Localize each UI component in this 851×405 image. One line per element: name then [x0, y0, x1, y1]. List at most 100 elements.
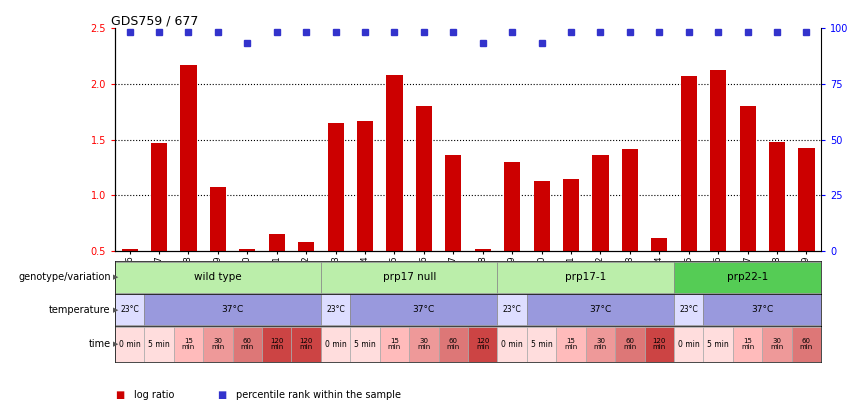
- Bar: [232, 327, 262, 362]
- Text: 23°C: 23°C: [326, 305, 345, 314]
- Text: prp22-1: prp22-1: [727, 273, 768, 282]
- Text: 37°C: 37°C: [751, 305, 774, 314]
- Bar: [174, 327, 203, 362]
- Bar: [769, 142, 785, 251]
- Bar: [527, 327, 557, 362]
- Bar: [733, 327, 762, 362]
- Bar: [357, 121, 373, 251]
- Text: 120
min: 120 min: [653, 338, 666, 350]
- Bar: [615, 327, 645, 362]
- Text: 120
min: 120 min: [300, 338, 313, 350]
- Text: 15
min: 15 min: [388, 338, 401, 350]
- Bar: [321, 294, 351, 325]
- Text: percentile rank within the sample: percentile rank within the sample: [236, 390, 401, 400]
- Text: temperature: temperature: [49, 305, 111, 315]
- Text: log ratio: log ratio: [134, 390, 174, 400]
- Text: prp17-1: prp17-1: [565, 273, 607, 282]
- Bar: [704, 327, 733, 362]
- Bar: [115, 327, 145, 362]
- Text: 30
min: 30 min: [594, 338, 607, 350]
- Text: genotype/variation: genotype/variation: [18, 273, 111, 282]
- Bar: [504, 162, 520, 251]
- Bar: [409, 327, 438, 362]
- Text: 120
min: 120 min: [476, 338, 489, 350]
- Bar: [704, 294, 821, 325]
- Text: ▶: ▶: [113, 341, 118, 347]
- Text: 15
min: 15 min: [741, 338, 754, 350]
- Text: 23°C: 23°C: [120, 305, 139, 314]
- Bar: [527, 294, 674, 325]
- Bar: [557, 327, 585, 362]
- Bar: [674, 262, 821, 293]
- Bar: [475, 249, 491, 251]
- Text: 15
min: 15 min: [564, 338, 578, 350]
- Text: 120
min: 120 min: [270, 338, 283, 350]
- Bar: [534, 181, 550, 251]
- Text: prp17 null: prp17 null: [382, 273, 436, 282]
- Bar: [674, 327, 704, 362]
- Bar: [585, 327, 615, 362]
- Bar: [468, 327, 498, 362]
- Bar: [203, 327, 232, 362]
- Text: wild type: wild type: [194, 273, 242, 282]
- Text: 37°C: 37°C: [413, 305, 435, 314]
- Bar: [445, 155, 461, 251]
- Bar: [791, 327, 821, 362]
- Bar: [710, 70, 726, 251]
- Bar: [498, 262, 674, 293]
- Text: ■: ■: [217, 390, 226, 400]
- Bar: [674, 294, 704, 325]
- Bar: [145, 294, 321, 325]
- Text: ▶: ▶: [113, 275, 118, 280]
- Text: 30
min: 30 min: [770, 338, 784, 350]
- Bar: [151, 143, 167, 251]
- Bar: [115, 294, 145, 325]
- Bar: [645, 327, 674, 362]
- Text: 5 min: 5 min: [148, 340, 170, 349]
- Text: 0 min: 0 min: [325, 340, 346, 349]
- Text: 60
min: 60 min: [447, 338, 460, 350]
- Text: 0 min: 0 min: [501, 340, 523, 349]
- Text: time: time: [89, 339, 111, 349]
- Bar: [210, 186, 226, 251]
- Bar: [180, 65, 197, 251]
- Bar: [380, 327, 409, 362]
- Text: 37°C: 37°C: [221, 305, 243, 314]
- Bar: [328, 123, 344, 251]
- Bar: [122, 249, 138, 251]
- Text: 30
min: 30 min: [211, 338, 225, 350]
- Text: 60
min: 60 min: [800, 338, 813, 350]
- Text: 60
min: 60 min: [241, 338, 254, 350]
- Text: 37°C: 37°C: [590, 305, 612, 314]
- Bar: [291, 327, 321, 362]
- Text: 5 min: 5 min: [707, 340, 729, 349]
- Bar: [321, 327, 351, 362]
- Bar: [386, 75, 403, 251]
- Bar: [498, 294, 527, 325]
- Text: 0 min: 0 min: [119, 340, 140, 349]
- Bar: [740, 107, 756, 251]
- Bar: [351, 294, 498, 325]
- Bar: [115, 262, 321, 293]
- Bar: [438, 327, 468, 362]
- Text: GDS759 / 677: GDS759 / 677: [111, 14, 199, 27]
- Text: 23°C: 23°C: [503, 305, 522, 314]
- Text: 23°C: 23°C: [679, 305, 698, 314]
- Text: ■: ■: [115, 390, 124, 400]
- Bar: [762, 327, 791, 362]
- Bar: [563, 179, 580, 251]
- Text: 15
min: 15 min: [182, 338, 195, 350]
- Bar: [262, 327, 291, 362]
- Bar: [298, 242, 314, 251]
- Text: ▶: ▶: [113, 307, 118, 313]
- Text: 30
min: 30 min: [417, 338, 431, 350]
- Bar: [498, 327, 527, 362]
- Bar: [681, 76, 697, 251]
- Bar: [269, 234, 285, 251]
- Bar: [651, 238, 667, 251]
- Bar: [239, 249, 255, 251]
- Text: 60
min: 60 min: [623, 338, 637, 350]
- Bar: [798, 147, 814, 251]
- Text: 5 min: 5 min: [531, 340, 552, 349]
- Bar: [416, 107, 432, 251]
